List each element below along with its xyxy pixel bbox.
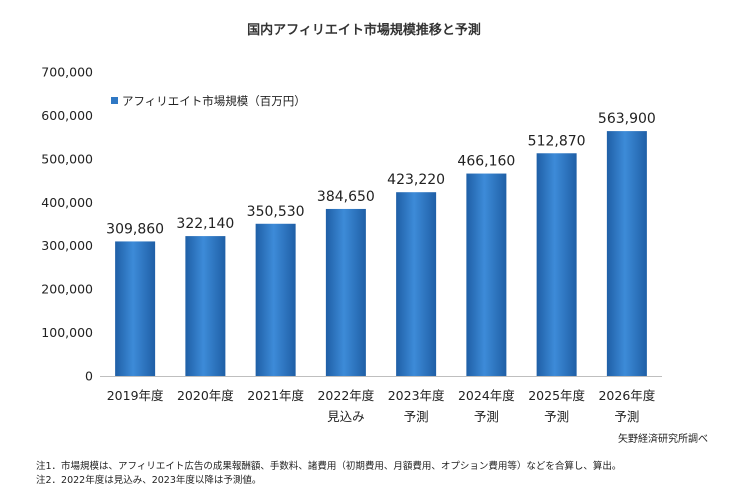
x-tick-sublabel: 予測	[544, 409, 569, 424]
value-label: 350,530	[247, 204, 305, 220]
y-tick-label: 600,000	[41, 108, 93, 123]
bars	[115, 131, 647, 376]
y-axis: 0 100,000 200,000 300,000 400,000 500,000 600,…	[41, 65, 93, 384]
bar-2023年度	[396, 192, 437, 376]
bar-2022年度	[325, 208, 366, 376]
x-tick-label: 2024年度	[458, 388, 515, 403]
bar-2021年度	[255, 223, 296, 376]
y-tick-label: 200,000	[41, 282, 93, 297]
x-tick-sublabel: 予測	[474, 409, 499, 424]
bar-2025年度	[536, 153, 577, 376]
x-tick-label: 2021年度	[247, 388, 304, 403]
bar-2024年度	[466, 173, 507, 376]
value-label: 423,220	[387, 172, 445, 188]
x-tick-label: 2026年度	[598, 388, 655, 403]
x-tick-label: 2022年度	[317, 388, 374, 403]
legend: アフィリエイト市場規模（百万円）	[111, 94, 306, 108]
x-tick-label: 2025年度	[528, 388, 585, 403]
value-label: 309,860	[106, 221, 164, 237]
y-tick-label: 400,000	[41, 195, 93, 210]
y-tick-label: 0	[85, 369, 93, 384]
y-tick-label: 100,000	[41, 325, 93, 340]
x-axis: 2019年度 2020年度 2021年度 2022年度見込み2023年度予測2024年…	[100, 376, 662, 424]
bar-2020年度	[185, 236, 226, 376]
chart-title: 国内アフィリエイト市場規模推移と予測	[247, 22, 481, 38]
legend-swatch	[111, 97, 118, 104]
x-tick-sublabel: 見込み	[327, 409, 365, 424]
bar-2019年度	[115, 241, 156, 376]
x-tick-sublabel: 予測	[404, 409, 429, 424]
x-tick-label: 2019年度	[107, 388, 164, 403]
bar-2026年度	[606, 131, 647, 376]
value-label: 512,870	[528, 133, 586, 149]
value-label: 466,160	[457, 154, 515, 170]
y-tick-label: 700,000	[41, 65, 93, 80]
value-label: 563,900	[598, 111, 656, 127]
x-tick-label: 2023年度	[388, 388, 445, 403]
source-label: 矢野経済研究所調べ	[618, 432, 708, 445]
value-label: 322,140	[176, 216, 234, 232]
y-tick-label: 300,000	[41, 238, 93, 253]
note-2: 注2．2022年度は見込み、2023年度以降は予測値。	[36, 475, 262, 486]
legend-label: アフィリエイト市場規模（百万円）	[122, 94, 306, 108]
value-labels: 309,860 322,140 350,530 384,650 423,220 466,1…	[106, 111, 656, 237]
y-tick-label: 500,000	[41, 151, 93, 166]
value-label: 384,650	[317, 189, 375, 205]
x-tick-sublabel: 予測	[614, 409, 639, 424]
x-tick-label: 2020年度	[177, 388, 234, 403]
note-1: 注1．市場規模は、アフィリエイト広告の成果報酬額、手数料、諸費用（初期費用、月額…	[36, 461, 622, 472]
